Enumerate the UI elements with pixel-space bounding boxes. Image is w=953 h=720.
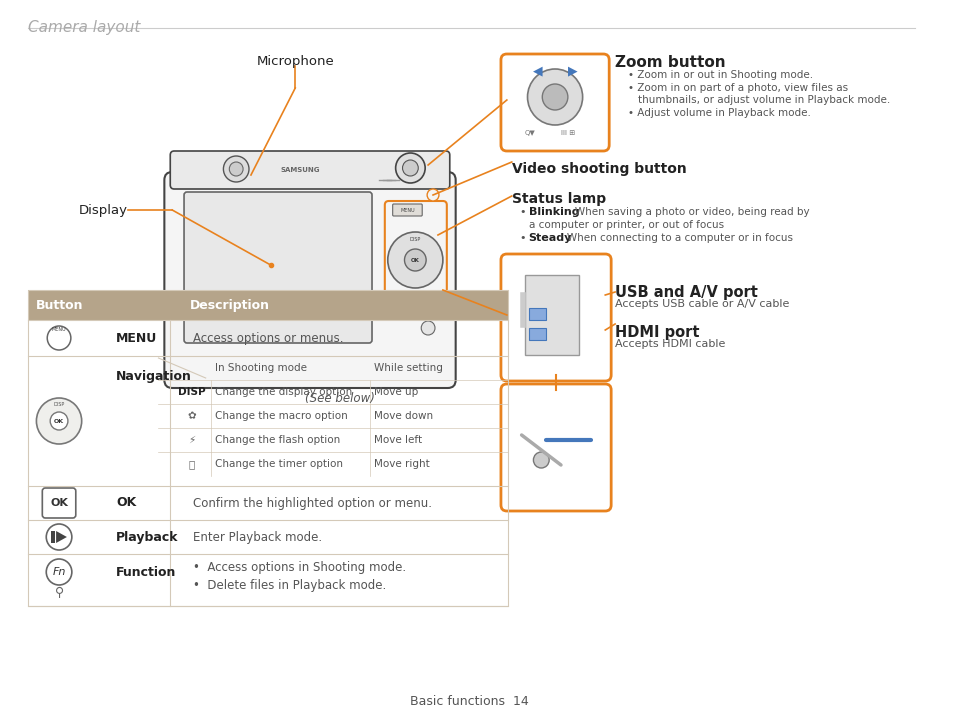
Text: III ⊞: III ⊞ <box>560 130 575 136</box>
Text: In Shooting mode: In Shooting mode <box>214 363 306 373</box>
Text: DISP: DISP <box>409 236 420 241</box>
Text: •  Delete files in Playback mode.: • Delete files in Playback mode. <box>193 580 386 593</box>
FancyBboxPatch shape <box>164 172 456 388</box>
Circle shape <box>533 452 549 468</box>
Bar <box>51 531 55 543</box>
Text: : When connecting to a computer or in focus: : When connecting to a computer or in fo… <box>559 233 792 243</box>
Text: Q▼: Q▼ <box>524 130 535 136</box>
Text: ⚲: ⚲ <box>54 585 64 598</box>
Text: ✿: ✿ <box>188 411 196 421</box>
Text: OK: OK <box>116 497 136 510</box>
Text: ◀: ◀ <box>532 65 541 78</box>
Text: Confirm the highlighted option or menu.: Confirm the highlighted option or menu. <box>193 497 432 510</box>
Text: •  Access options in Shooting mode.: • Access options in Shooting mode. <box>193 562 406 575</box>
Text: Accepts HDMI cable: Accepts HDMI cable <box>615 339 724 349</box>
Text: MENU: MENU <box>51 326 67 331</box>
Text: Accepts USB cable or A/V cable: Accepts USB cable or A/V cable <box>615 299 789 309</box>
Text: (See below): (See below) <box>304 392 375 405</box>
Text: Change the flash option: Change the flash option <box>214 435 339 445</box>
Text: Move down: Move down <box>374 411 433 421</box>
Circle shape <box>421 321 435 335</box>
Text: OK: OK <box>54 418 64 423</box>
Text: Video shooting button: Video shooting button <box>511 162 686 176</box>
Text: ⚡: ⚡ <box>188 435 195 445</box>
Circle shape <box>541 84 567 110</box>
Text: Change the macro option: Change the macro option <box>214 411 347 421</box>
FancyBboxPatch shape <box>393 204 422 216</box>
Text: Blinking: Blinking <box>528 207 578 217</box>
Text: Zoom button: Zoom button <box>615 55 725 70</box>
Polygon shape <box>56 531 67 543</box>
Text: Navigation: Navigation <box>116 369 192 382</box>
Text: Basic functions  14: Basic functions 14 <box>410 695 528 708</box>
Bar <box>28 290 507 606</box>
Text: Change the display option: Change the display option <box>214 387 352 397</box>
Text: Function: Function <box>116 565 176 578</box>
Text: •: • <box>519 207 526 217</box>
Circle shape <box>527 69 582 125</box>
Text: HDMI port: HDMI port <box>615 325 699 340</box>
Text: USB and A/V port: USB and A/V port <box>615 285 758 300</box>
Text: Steady: Steady <box>528 233 571 243</box>
Circle shape <box>36 398 82 444</box>
Bar <box>524 275 578 355</box>
Text: thumbnails, or adjust volume in Playback mode.: thumbnails, or adjust volume in Playback… <box>637 95 889 105</box>
Text: a computer or printer, or out of focus: a computer or printer, or out of focus <box>528 220 723 230</box>
Text: Status lamp: Status lamp <box>511 192 605 206</box>
Text: • Adjust volume in Playback mode.: • Adjust volume in Playback mode. <box>627 108 810 118</box>
Text: • Zoom in on part of a photo, view files as: • Zoom in on part of a photo, view files… <box>627 83 847 93</box>
Text: Fn: Fn <box>52 567 66 577</box>
Text: MENU: MENU <box>116 331 157 344</box>
FancyBboxPatch shape <box>42 488 75 518</box>
Text: While setting: While setting <box>374 363 442 373</box>
Circle shape <box>427 189 438 201</box>
Bar <box>528 308 546 320</box>
Text: Microphone: Microphone <box>256 55 334 68</box>
Text: ⌛: ⌛ <box>189 459 194 469</box>
Text: Change the timer option: Change the timer option <box>214 459 342 469</box>
Text: Move left: Move left <box>374 435 421 445</box>
Text: DISP: DISP <box>53 402 65 407</box>
Text: • Zoom in or out in Shooting mode.: • Zoom in or out in Shooting mode. <box>627 70 812 80</box>
Bar <box>28 290 507 320</box>
Text: OK: OK <box>51 498 68 508</box>
Text: Button: Button <box>35 299 83 312</box>
FancyBboxPatch shape <box>170 151 449 189</box>
Text: Description: Description <box>190 299 270 312</box>
Bar <box>528 328 546 340</box>
Circle shape <box>229 162 243 176</box>
Circle shape <box>51 412 68 430</box>
Circle shape <box>223 156 249 182</box>
Circle shape <box>48 326 71 350</box>
Text: Display: Display <box>79 204 128 217</box>
Text: : When saving a photo or video, being read by: : When saving a photo or video, being re… <box>567 207 809 217</box>
Circle shape <box>46 524 71 550</box>
Circle shape <box>402 160 417 176</box>
Text: SAMSUNG: SAMSUNG <box>280 167 319 173</box>
Text: •: • <box>519 233 526 243</box>
FancyBboxPatch shape <box>500 54 609 151</box>
Text: Playback: Playback <box>116 531 178 544</box>
Text: ▶: ▶ <box>567 65 577 78</box>
Text: Enter Playback mode.: Enter Playback mode. <box>193 531 322 544</box>
Circle shape <box>387 232 442 288</box>
Circle shape <box>395 153 425 183</box>
Text: Access options or menus.: Access options or menus. <box>193 331 343 344</box>
Circle shape <box>421 305 435 319</box>
FancyBboxPatch shape <box>184 192 372 343</box>
Circle shape <box>404 249 426 271</box>
Text: Move right: Move right <box>374 459 429 469</box>
FancyBboxPatch shape <box>500 254 611 381</box>
Text: DISP: DISP <box>178 387 206 397</box>
Circle shape <box>46 559 71 585</box>
Text: Move up: Move up <box>374 387 417 397</box>
FancyBboxPatch shape <box>500 384 611 511</box>
Text: Camera layout: Camera layout <box>28 20 140 35</box>
Text: MENU: MENU <box>399 207 415 212</box>
Text: OK: OK <box>411 258 419 263</box>
